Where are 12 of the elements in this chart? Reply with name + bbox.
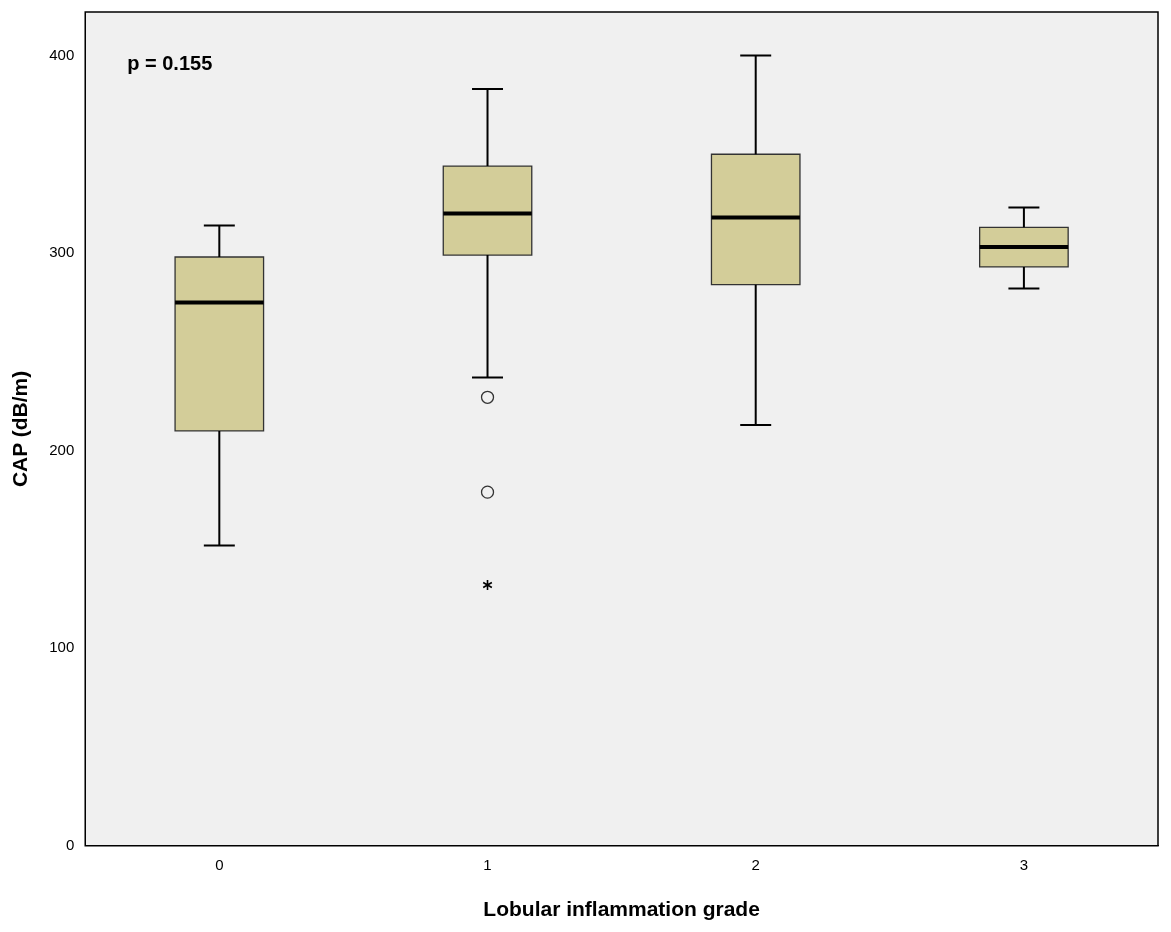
y-axis-title: CAP (dB/m)	[8, 370, 32, 488]
y-tick-label: 100	[49, 638, 75, 656]
y-tick-label: 200	[49, 440, 75, 458]
x-axis-title: Lobular inflammation grade	[483, 897, 760, 921]
y-tick-label: 300	[49, 243, 75, 261]
x-tick-label: 0	[215, 855, 224, 873]
y-tick-label: 0	[65, 835, 75, 853]
x-tick-label: 2	[751, 855, 760, 873]
x-tick-label: 1	[483, 855, 492, 873]
x-tick-label: 3	[1019, 855, 1029, 873]
annotation: p = 0.155	[127, 51, 213, 74]
y-tick-label: 400	[49, 45, 75, 63]
